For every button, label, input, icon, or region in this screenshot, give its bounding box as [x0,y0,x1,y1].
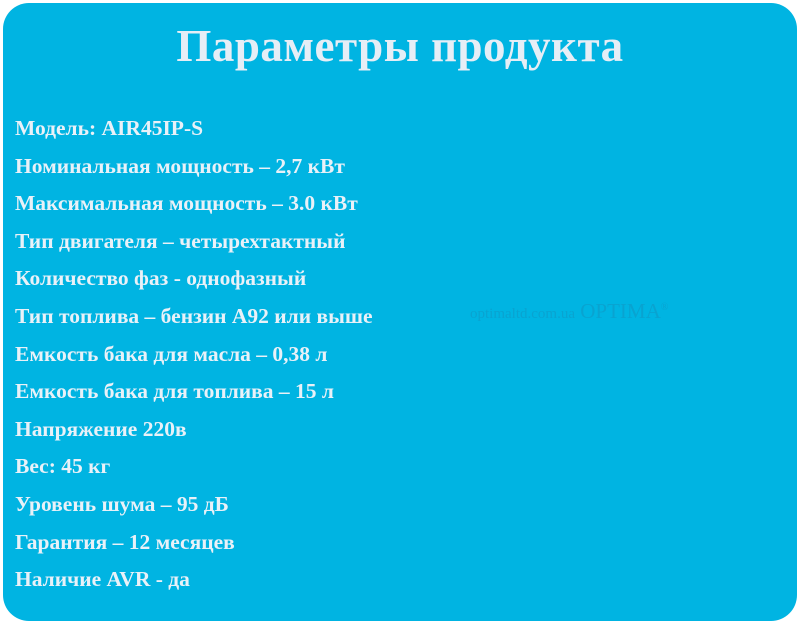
watermark-brand: OPTIMA [580,299,661,323]
spec-engine-type: Тип двигателя – четырехтактный [15,228,346,253]
spec-list: Модель: AIR45IP-S Номинальная мощность –… [15,113,373,602]
watermark: optimaltd.com.ua OPTIMA® [470,299,668,324]
spec-weight: Вес: 45 кг [15,454,111,479]
spec-fuel-tank: Емкость бака для топлива – 15 л [15,379,334,404]
spec-oil-tank: Емкость бака для масла – 0,38 л [15,341,328,366]
spec-model: Модель: AIR45IP-S [15,116,204,140]
spec-warranty: Гарантия – 12 месяцев [15,529,235,554]
spec-fuel-type: Тип топлива – бензин А92 или выше [15,303,373,328]
spec-noise: Уровень шума – 95 дБ [15,491,229,516]
spec-voltage: Напряжение 220в [15,416,187,441]
spec-phases: Количество фаз - однофазный [15,266,307,291]
watermark-site: optimaltd.com.ua [470,306,575,322]
page-title: Параметры продукта [176,21,624,71]
spec-rated-power: Номинальная мощность – 2,7 кВт [15,153,345,178]
spec-max-power: Максимальная мощность – 3.0 кВт [15,191,358,216]
watermark-mark: ® [660,302,669,313]
spec-avr: Наличие AVR - да [15,567,190,592]
product-parameters-panel [3,3,797,621]
